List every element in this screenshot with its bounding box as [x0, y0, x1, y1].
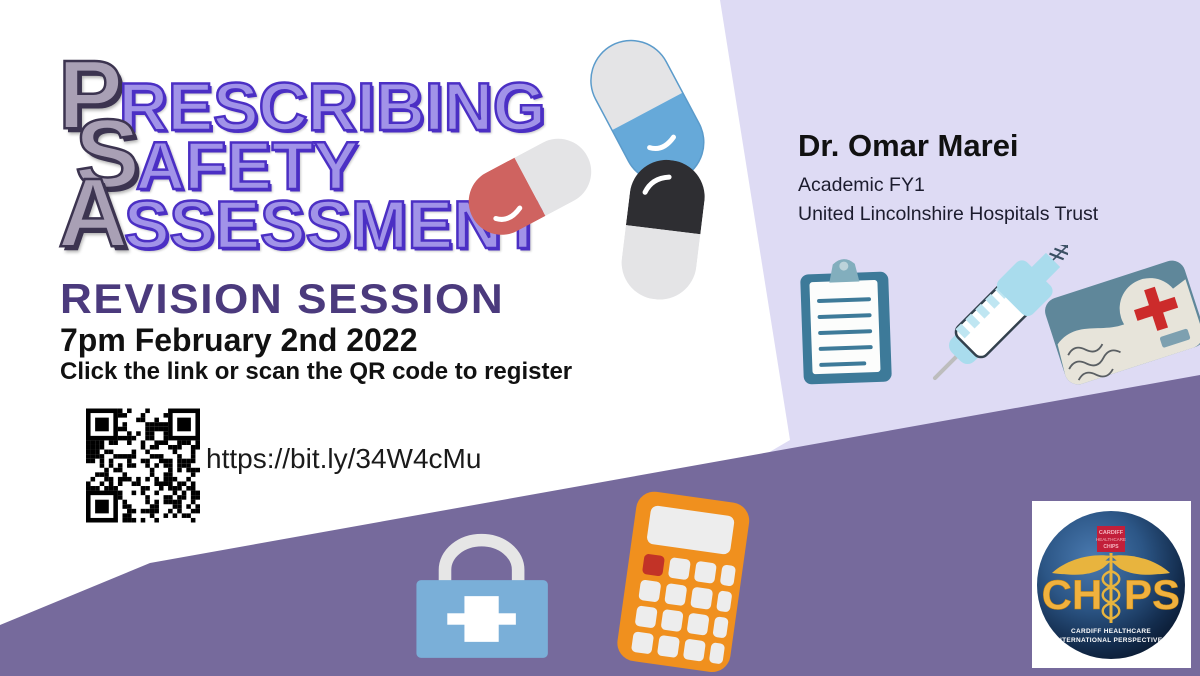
svg-text:CARDIFF HEALTHCARE: CARDIFF HEALTHCARE — [1071, 628, 1151, 635]
svg-text:CH: CH — [1042, 571, 1103, 618]
svg-text:INTERNATIONAL PERSPECTIVES: INTERNATIONAL PERSPECTIVES — [1055, 637, 1167, 644]
svg-text:CHIPS: CHIPS — [1103, 544, 1119, 550]
svg-text:HEALTHCARE: HEALTHCARE — [1096, 537, 1126, 542]
svg-text:CARDIFF: CARDIFF — [1099, 530, 1124, 536]
svg-text:PS: PS — [1124, 571, 1180, 618]
